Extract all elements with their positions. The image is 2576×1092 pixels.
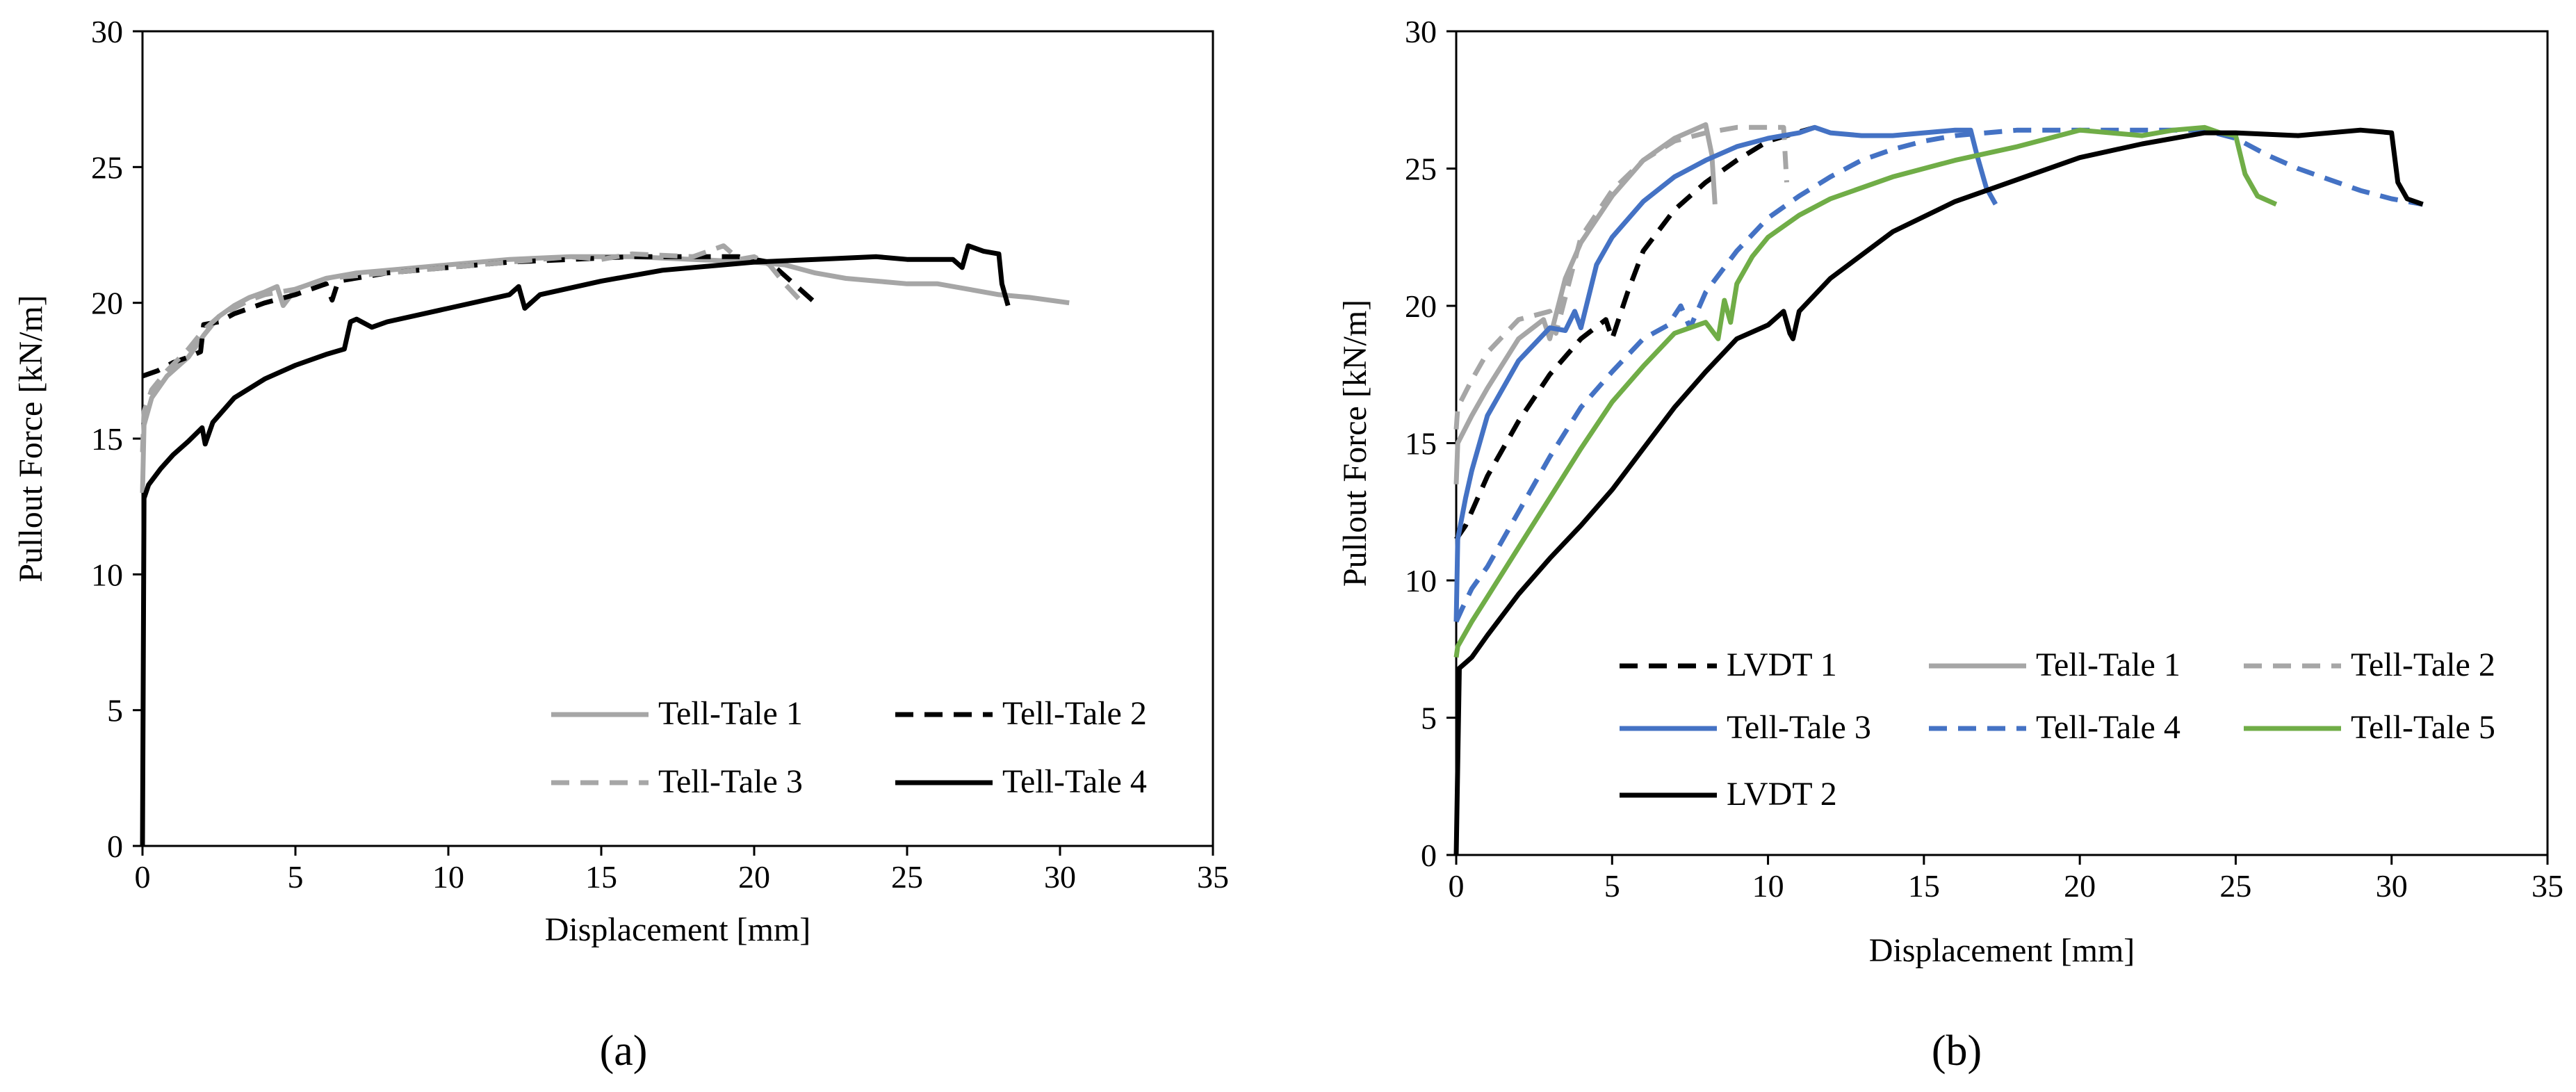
series-line-lvdt-2 [1453,127,2424,856]
series-line-tell-tale-4 [1453,127,2424,623]
series-group [140,243,1070,847]
y-tick-label: 10 [91,557,123,592]
x-axis-title: Displacement [mm] [545,911,811,948]
x-tick-label: 5 [288,859,304,895]
x-tick-label: 0 [1449,868,1465,904]
y-tick-label: 0 [1421,838,1437,873]
series-line-tell-tale-1 [140,254,1070,494]
series-line-tell-tale-3 [140,243,802,453]
legend-label: LVDT 1 [1727,646,1837,683]
chart-panel-b: 0 5 10 15 20 25 30 35 0 5 10 15 20 25 30 Displacement [… [1337,14,2563,1075]
legend-label: Tell-Tale 1 [658,695,803,732]
y-axis-title: Pullout Force [kN/m] [13,295,49,582]
series-line-lvdt-1 [1454,124,1816,541]
x-tick-label: 20 [738,859,770,895]
x-tick-label: 25 [2219,868,2251,904]
y-tick-label: 10 [1405,563,1437,598]
legend-label: Tell-Tale 2 [1002,695,1147,732]
series-line-tell-tale-2 [141,254,817,379]
x-tick-label: 35 [1197,859,1229,895]
x-tick-label: 30 [1044,859,1076,895]
y-tick-label: 5 [1421,701,1437,736]
series-line-tell-tale-4 [140,243,1011,847]
x-tick-label: 10 [1752,868,1784,904]
y-tick-label: 0 [107,829,123,864]
legend-label: Tell-Tale 4 [2036,709,2180,746]
y-tick-label: 30 [1405,14,1437,49]
y-tick-label: 15 [1405,426,1437,462]
legend-label: LVDT 2 [1727,776,1837,813]
y-tick-label: 15 [91,421,123,457]
x-axis-title: Displacement [mm] [1869,932,2135,969]
legend: LVDT 1 Tell-Tale 1 Tell-Tale 2 Tell-Tale 3 T… [1620,646,2495,813]
x-tick-label: 15 [1908,868,1940,904]
panel-label: (b) [1932,1027,1982,1075]
legend-label: Tell-Tale 2 [2351,646,2495,683]
x-tick-label: 25 [891,859,923,895]
x-tick-label: 10 [432,859,464,895]
chart-panel-a: 0 5 10 15 20 25 30 35 0 5 10 15 20 25 30 Displacement [… [13,14,1229,1075]
x-tick-label: 20 [2064,868,2096,904]
x-tick-label: 30 [2376,868,2408,904]
y-tick-label: 5 [107,693,123,728]
y-tick-label: 25 [1405,152,1437,187]
x-tick-label: 35 [2532,868,2563,904]
series-line-tell-tale-3 [1453,124,1998,622]
series-line-tell-tale-1 [1453,122,1718,484]
series-line-tell-tale-2 [1453,124,1789,430]
x-tick-label: 5 [1604,868,1620,904]
y-tick-label: 20 [1405,288,1437,324]
legend-label: Tell-Tale 3 [1727,709,1871,746]
legend-label: Tell-Tale 3 [658,763,803,800]
legend-label: Tell-Tale 5 [2351,709,2495,746]
series-line-tell-tale-5 [1453,124,2278,658]
y-tick-label: 25 [91,149,123,185]
y-axis-title: Pullout Force [kN/m] [1337,300,1373,587]
legend: Tell-Tale 1 Tell-Tale 2 Tell-Tale 3 Tell-Ta… [551,695,1147,800]
x-tick-label: 0 [135,859,151,895]
legend-label: Tell-Tale 1 [2036,646,2180,683]
panel-label: (a) [600,1027,648,1075]
series-group [1453,122,2424,856]
y-tick-label: 30 [91,14,123,49]
legend-label: Tell-Tale 4 [1002,763,1147,800]
y-tick-label: 20 [91,286,123,321]
x-tick-label: 15 [585,859,617,895]
